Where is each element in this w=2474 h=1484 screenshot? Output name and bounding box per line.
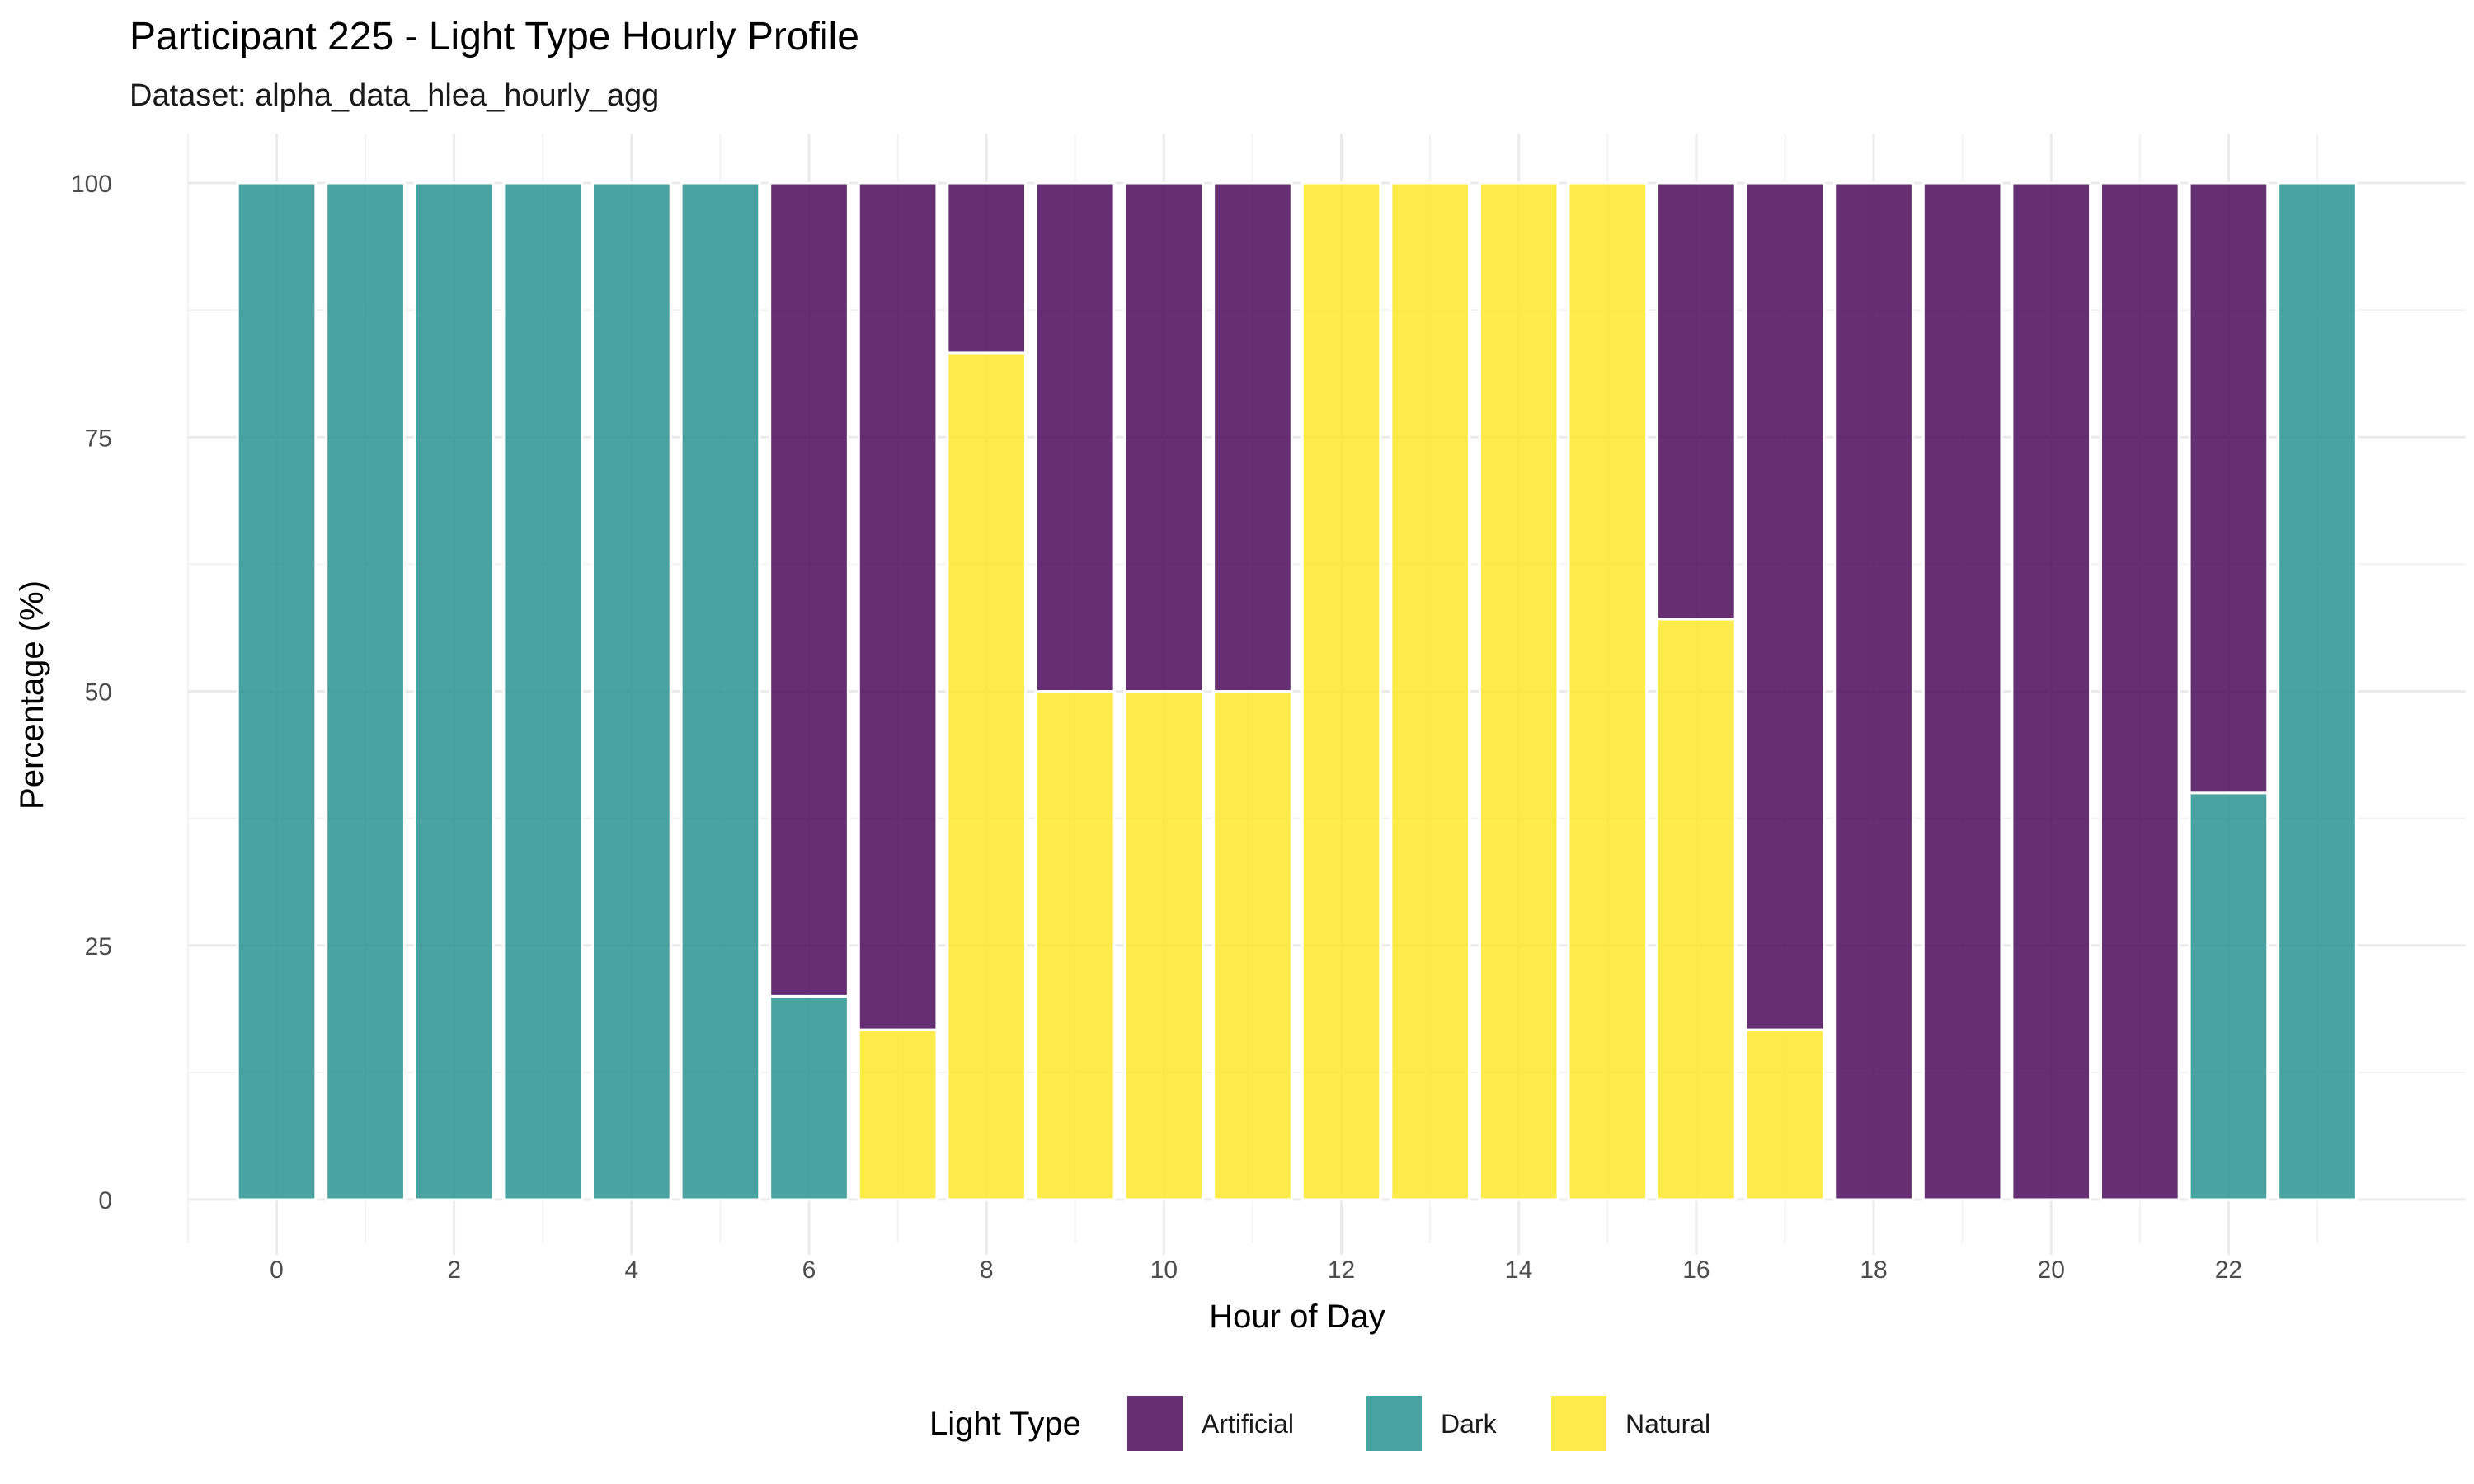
chart-title: Participant 225 - Light Type Hourly Prof… <box>129 15 859 59</box>
legend-label-natural: Natural <box>1625 1409 1710 1439</box>
bar-natural-hour-14 <box>1478 181 1559 1201</box>
x-tick-label: 8 <box>980 1256 994 1284</box>
x-tick-label: 16 <box>1682 1256 1710 1284</box>
x-tick-label: 12 <box>1328 1256 1355 1284</box>
x-tick-label: 14 <box>1505 1256 1532 1284</box>
x-tick-label: 6 <box>802 1256 816 1284</box>
legend-key-natural <box>1551 1396 1606 1451</box>
bar-dark-hour-4 <box>591 181 672 1201</box>
legend-title: Light Type <box>929 1406 1081 1442</box>
plot-area: 0 25 50 75 100 0 2 4 6 8 10 12 14 16 18 20 22 <box>71 134 2466 1284</box>
legend: Light Type Artificial Dark Natural <box>929 1396 1710 1451</box>
bar-artificial-hour-20 <box>2011 181 2092 1201</box>
x-tick-label: 22 <box>2215 1256 2242 1284</box>
legend-label-artificial: Artificial <box>1202 1409 1294 1439</box>
bar-natural-hour-8 <box>946 351 1028 1201</box>
bar-artificial-hour-21 <box>2099 181 2180 1201</box>
bar-artificial-hour-8 <box>946 181 1028 355</box>
legend-label-dark: Dark <box>1441 1409 1498 1439</box>
axis-ticks: 0 25 50 75 100 0 2 4 6 8 10 12 14 16 18 20 22 <box>71 171 2242 1284</box>
chart-subtitle: Dataset: alpha_data_hlea_hourly_agg <box>129 78 659 113</box>
bar-artificial-hour-7 <box>857 181 938 1031</box>
legend-key-dark <box>1366 1396 1422 1451</box>
x-axis-title: Hour of Day <box>1209 1298 1385 1335</box>
x-tick-label: 0 <box>270 1256 284 1284</box>
bar-natural-hour-10 <box>1123 690 1205 1201</box>
y-tick-label: 100 <box>71 171 112 198</box>
bar-natural-hour-13 <box>1390 181 1470 1201</box>
bar-artificial-hour-19 <box>1921 181 2003 1201</box>
bar-natural-hour-17 <box>1744 1028 1826 1201</box>
bar-natural-hour-16 <box>1656 618 1737 1201</box>
x-tick-label: 18 <box>1860 1256 1887 1284</box>
bar-artificial-hour-9 <box>1034 181 1116 693</box>
bar-artificial-hour-22 <box>2188 181 2269 795</box>
bar-artificial-hour-17 <box>1744 181 1826 1031</box>
legend-items: Artificial Dark Natural <box>1127 1396 1710 1451</box>
y-tick-label: 50 <box>85 679 112 707</box>
bar-dark-hour-2 <box>413 181 495 1201</box>
legend-key-artificial <box>1127 1396 1183 1451</box>
bar-dark-hour-22 <box>2188 791 2269 1201</box>
bar-dark-hour-1 <box>325 181 406 1201</box>
bar-natural-hour-7 <box>857 1028 938 1201</box>
bar-artificial-hour-11 <box>1212 181 1293 693</box>
bar-dark-hour-23 <box>2277 181 2358 1201</box>
bar-dark-hour-6 <box>769 994 849 1201</box>
bar-artificial-hour-6 <box>769 181 849 998</box>
x-tick-label: 2 <box>447 1256 461 1284</box>
bar-natural-hour-9 <box>1034 690 1116 1201</box>
bars <box>236 181 2358 1201</box>
x-tick-label: 4 <box>625 1256 639 1284</box>
bar-natural-hour-15 <box>1567 181 1649 1201</box>
bar-natural-hour-12 <box>1300 181 1382 1201</box>
y-axis-title: Percentage (%) <box>14 580 50 810</box>
bar-dark-hour-0 <box>236 181 317 1201</box>
bar-artificial-hour-10 <box>1123 181 1205 693</box>
bar-natural-hour-11 <box>1212 690 1293 1201</box>
y-tick-label: 75 <box>85 425 112 452</box>
bar-artificial-hour-16 <box>1656 181 1737 621</box>
x-tick-label: 20 <box>2038 1256 2065 1284</box>
y-tick-label: 0 <box>98 1187 112 1214</box>
bar-artificial-hour-18 <box>1833 181 1914 1201</box>
bar-dark-hour-5 <box>680 181 761 1201</box>
bar-dark-hour-3 <box>502 181 584 1201</box>
y-tick-label: 25 <box>85 933 112 960</box>
x-tick-label: 10 <box>1150 1256 1178 1284</box>
